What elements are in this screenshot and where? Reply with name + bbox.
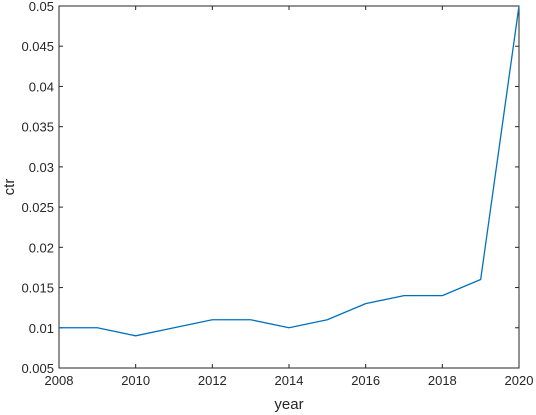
x-axis-label: year <box>274 396 303 413</box>
y-tick-label: 0.05 <box>29 0 54 14</box>
x-tick-label: 2018 <box>428 373 457 388</box>
y-tick-label: 0.015 <box>21 281 54 296</box>
y-tick-label: 0.03 <box>29 160 54 175</box>
y-tick-label: 0.005 <box>21 361 54 376</box>
y-tick-label: 0.01 <box>29 321 54 336</box>
y-axis-ticks: 0.005 0.01 0.015 0.02 0.025 0.03 0.035 0.04 0.04… <box>21 0 519 376</box>
y-tick-label: 0.04 <box>29 79 54 94</box>
x-tick-label: 2010 <box>121 373 150 388</box>
series-layer <box>59 5 520 337</box>
series-line <box>59 5 520 337</box>
x-tick-label: 2020 <box>505 373 534 388</box>
y-tick-label: 0.035 <box>21 120 54 135</box>
plot-area <box>58 5 520 369</box>
x-tick-label: 2014 <box>275 373 304 388</box>
y-tick-label: 0.045 <box>21 39 54 54</box>
x-tick-label: 2008 <box>45 373 74 388</box>
y-tick-label: 0.02 <box>29 240 54 255</box>
y-axis-label: ctr <box>1 179 18 196</box>
x-tick-label: 2016 <box>351 373 380 388</box>
y-tick-label: 0.025 <box>21 200 54 215</box>
x-axis-ticks: 2008 2010 2012 2014 2016 2018 2020 <box>45 6 534 388</box>
x-tick-label: 2012 <box>198 373 227 388</box>
